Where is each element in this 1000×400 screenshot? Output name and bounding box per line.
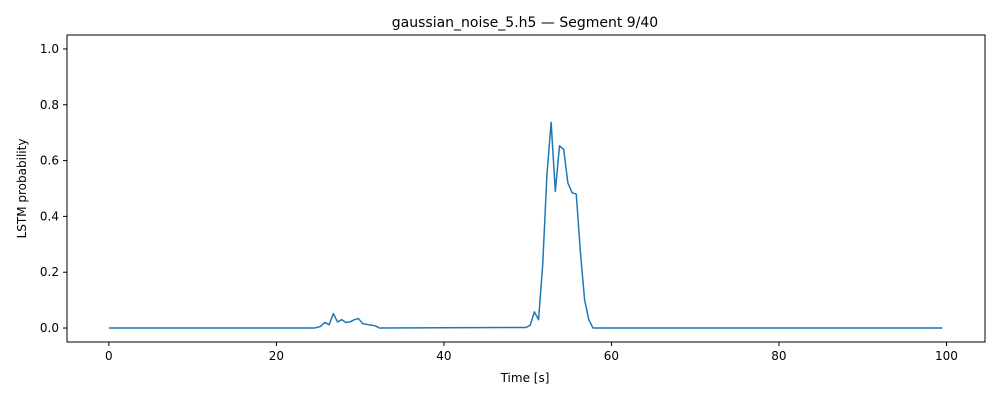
y-axis: 0.0 0.2 0.4 0.6 0.8 1.0: [40, 42, 67, 335]
x-axis: 0 20 40 60 80 100: [105, 342, 958, 363]
y-tick-label: 0.6: [40, 154, 59, 168]
y-tick-label: 0.0: [40, 321, 59, 335]
x-tick-label: 40: [436, 349, 451, 363]
x-tick-label: 80: [771, 349, 786, 363]
x-axis-label: Time [s]: [500, 371, 550, 385]
x-tick-label: 0: [105, 349, 113, 363]
x-tick-label: 100: [935, 349, 958, 363]
y-tick-label: 0.8: [40, 98, 59, 112]
y-tick-label: 0.4: [40, 209, 59, 223]
x-tick-label: 60: [604, 349, 619, 363]
y-axis-label: LSTM probability: [15, 139, 29, 239]
y-tick-label: 0.2: [40, 265, 59, 279]
chart-title: gaussian_noise_5.h5 — Segment 9/40: [392, 15, 658, 31]
y-tick-label: 1.0: [40, 42, 59, 56]
series-line: [108, 121, 943, 329]
plot-area: [66, 34, 986, 343]
x-tick-label: 20: [269, 349, 284, 363]
